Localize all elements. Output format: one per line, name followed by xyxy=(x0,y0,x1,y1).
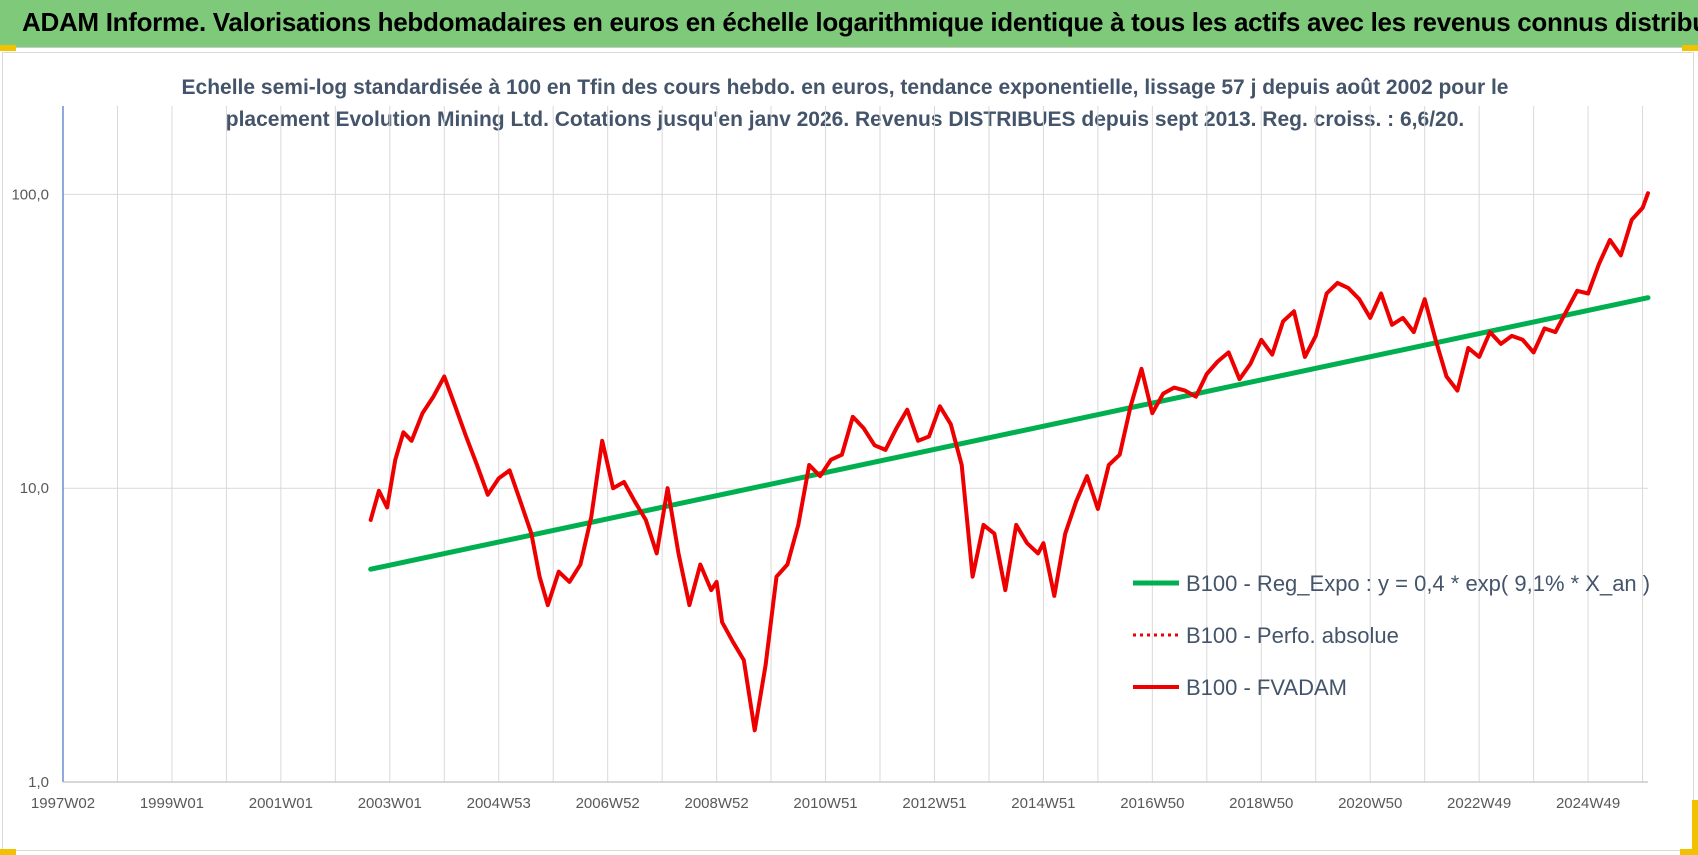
series-line-0 xyxy=(368,295,1651,572)
corner-marker-bottom-left xyxy=(0,849,16,855)
x-tick-label: 1997W02 xyxy=(31,795,95,812)
legend-label-1: B100 - Perfo. absolue xyxy=(1186,623,1399,648)
x-tick-label: 2018W50 xyxy=(1229,795,1293,812)
y-tick-label: 10,0 xyxy=(20,480,49,497)
series-line-2 xyxy=(368,191,1650,733)
x-tick-label: 2014W51 xyxy=(1011,795,1075,812)
y-tick-label: 100,0 xyxy=(11,186,49,203)
x-tick-label: 1999W01 xyxy=(140,795,204,812)
x-tick-label: 2004W53 xyxy=(467,795,531,812)
chart-title-line-2: placement Evolution Mining Ltd. Cotation… xyxy=(225,108,1465,131)
x-tick-label: 2016W50 xyxy=(1120,795,1184,812)
x-tick-label: 2024W49 xyxy=(1556,795,1620,812)
gridlines xyxy=(62,106,1648,783)
axes: 1,0 10,0 100,0 1997W02 1999W01 2001W01 2003W01… xyxy=(11,106,1648,812)
chart-frame xyxy=(2,52,1694,851)
report-title: ADAM Informe. Valorisations hebdomadaire… xyxy=(22,7,1698,37)
x-tick-label: 2008W52 xyxy=(684,795,748,812)
header-banner: ADAM Informe. Valorisations hebdomadaire… xyxy=(0,0,1698,48)
legend-label-2: B100 - FVADAM xyxy=(1186,675,1347,700)
y-tick-label: 1,0 xyxy=(28,774,49,791)
x-tick-label: 2012W51 xyxy=(902,795,966,812)
x-tick-label: 2006W52 xyxy=(576,795,640,812)
x-tick-label: 2010W51 xyxy=(793,795,857,812)
series-lines xyxy=(368,191,1651,733)
chart-title-line-1: Echelle semi-log standardisée à 100 en T… xyxy=(181,76,1509,99)
corner-marker-right xyxy=(1692,800,1698,850)
corner-marker-bottom-right xyxy=(1680,849,1698,855)
chart-title: Echelle semi-log standardisée à 100 en T… xyxy=(150,72,1540,136)
x-tick-label: 2001W01 xyxy=(249,795,313,812)
legend-label-0: B100 - Reg_Expo : y = 0,4 * exp( 9,1% * … xyxy=(1186,571,1650,596)
x-tick-label: 2003W01 xyxy=(358,795,422,812)
corner-marker-top-left xyxy=(0,45,16,51)
corner-marker-top-right xyxy=(1682,45,1698,51)
x-tick-label: 2022W49 xyxy=(1447,795,1511,812)
legend: B100 - Reg_Expo : y = 0,4 * exp( 9,1% * … xyxy=(1133,571,1650,700)
x-tick-label: 2020W50 xyxy=(1338,795,1402,812)
